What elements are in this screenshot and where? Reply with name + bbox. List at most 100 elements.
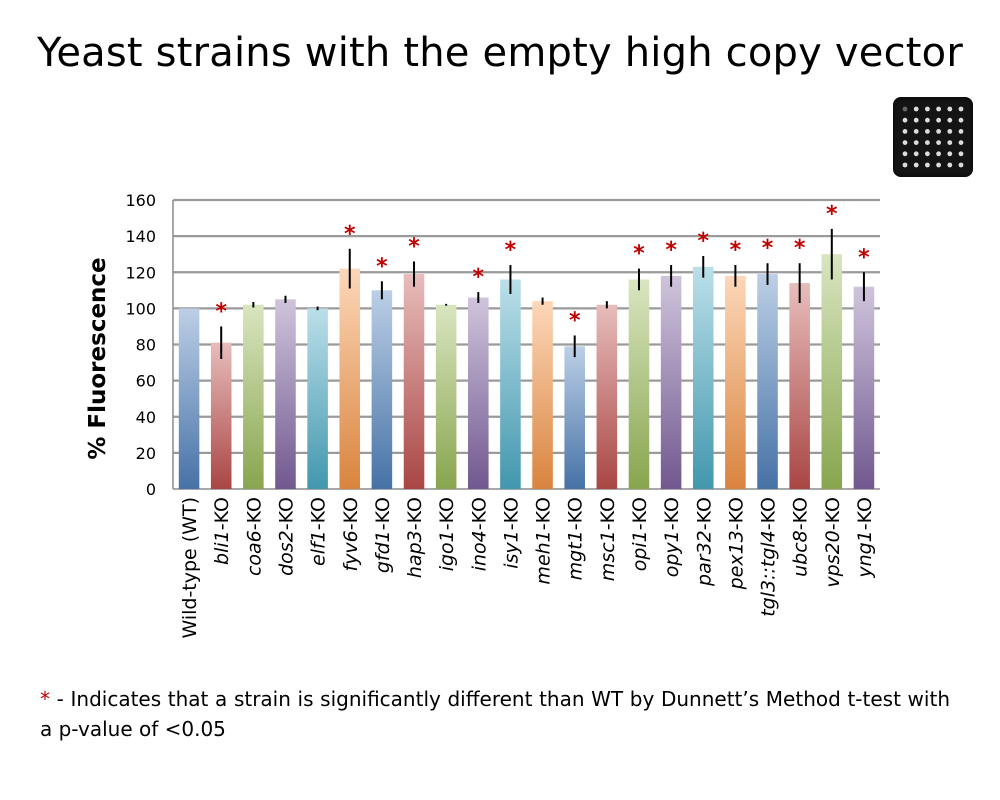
colony-spot [913,117,919,123]
bar [468,297,489,489]
plate-colonies [902,106,964,168]
x-tick-label: Wild-type (WT) [179,497,201,639]
bar [178,308,200,489]
bar [307,308,328,489]
x-tick-label: par32-KO [693,497,715,587]
colony-spot [902,106,908,112]
x-tick-label: pex13-KO [725,497,747,590]
bar [435,304,457,489]
bar [660,275,682,489]
significance-star: * [762,236,774,261]
significance-star: * [826,202,838,227]
x-tick-label: dos2-KO [275,497,297,576]
significance-star: * [344,222,356,247]
colony-spot [902,117,908,123]
x-tick-label: igo1-KO [436,497,458,571]
colony-spot [958,117,964,123]
colony-spot [958,140,964,145]
bar [403,274,425,489]
x-tick-label: isy1-KO [500,497,522,569]
bar [339,268,361,489]
y-tick-label: 40 [136,408,156,427]
colony-spot [947,151,953,157]
colony-spot [925,129,930,134]
x-tick-label: msc1-KO [597,497,619,581]
x-tick-label: bli1-KO [211,497,233,565]
bar [564,346,585,489]
colony-spot [913,140,919,145]
y-axis-title: % Fluorescence [85,257,111,459]
colony-spot [925,151,930,157]
significance-star: * [665,238,677,263]
significance-star: * [633,242,645,267]
x-tick-label: mgt1-KO [565,497,587,580]
colony-spot [925,140,930,145]
significance-star: * [408,234,420,259]
footnote-star: * [40,687,50,711]
bar [532,301,553,489]
x-tick-label: coa6-KO [243,497,265,576]
significance-star: * [215,299,227,324]
bar [210,342,232,489]
x-tick-label: fyv6-KO [340,497,362,572]
y-tick-label: 160 [125,191,156,210]
significance-star: * [730,238,742,263]
significance-star: * [794,236,806,261]
bar [500,279,521,489]
colony-spot [936,151,941,157]
bar [243,304,264,489]
y-tick-label: 120 [125,263,156,282]
colony-spot [925,162,930,168]
x-tick-label: meh1-KO [533,497,555,585]
bar [757,274,778,489]
y-tick-label: 0 [146,480,156,499]
colony-spot [936,129,941,134]
colony-spot [902,140,908,145]
colony-spot [947,106,953,112]
x-tick-label: yng1-KO [854,497,876,579]
x-tick-label: opi1-KO [629,497,651,571]
x-tick-label: ubc8-KO [790,497,812,577]
colony-spot [913,162,919,168]
x-tick-label: tgl3::tgl4-KO [758,497,780,617]
significance-star: * [505,238,517,263]
colony-spot [913,151,919,157]
colony-spot [913,129,919,134]
y-tick-label: 20 [136,444,156,463]
significance-star: * [569,308,581,333]
x-tick-label: opy1-KO [661,497,683,577]
x-tick-label: gfd1-KO [372,497,394,573]
x-tick-label: vps20-KO [822,497,844,588]
y-tick-label: 80 [136,336,156,355]
x-tick-label: hap3-KO [404,497,426,578]
colony-spot [936,106,941,112]
colony-spot [913,106,919,112]
colony-spot [936,117,941,123]
colony-spot [936,140,941,145]
colony-spot [958,151,964,157]
colony-spot [925,106,930,112]
bar [821,254,843,489]
bar [853,286,875,489]
colony-spot [902,129,908,134]
y-tick-label: 60 [136,372,156,391]
bar [275,299,296,489]
colony-spot [958,129,964,134]
colony-spot [902,162,908,168]
colony-spot [958,162,964,168]
colony-spot [925,117,930,123]
colony-spot [947,129,953,134]
colony-spot [902,151,908,157]
yeast-plate-photo [893,97,973,177]
bar [596,304,618,489]
bar [628,279,650,489]
colony-spot [947,162,953,168]
colony-spot [947,140,953,145]
bar [725,275,746,489]
significance-star: * [697,229,709,254]
bar [789,283,810,489]
x-tick-label: ino4-KO [468,497,490,571]
bar [371,290,393,489]
y-tick-label: 140 [125,227,156,246]
footnote-text: - Indicates that a strain is significant… [40,687,950,741]
